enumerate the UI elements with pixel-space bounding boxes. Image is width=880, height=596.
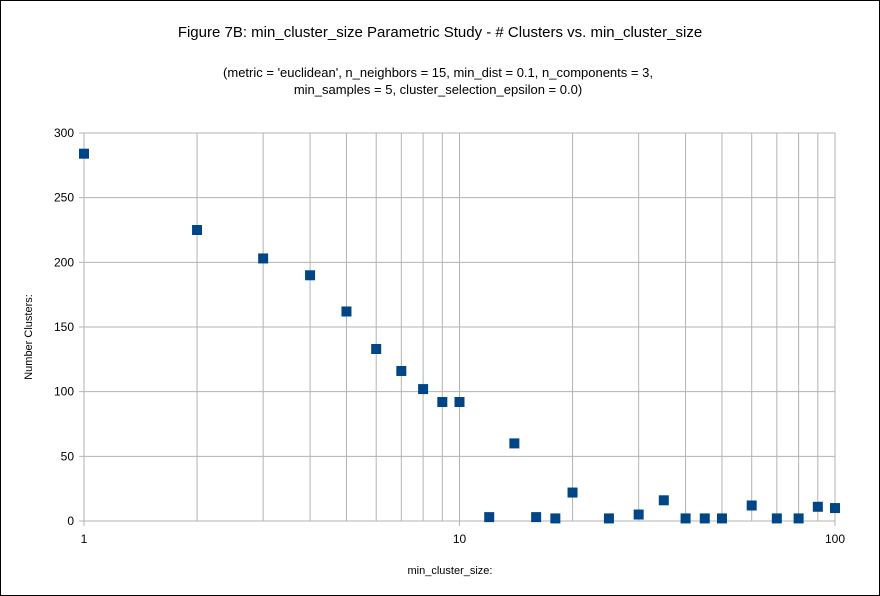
data-point	[79, 148, 89, 159]
y-tick-label: 150	[54, 320, 74, 334]
data-point	[509, 438, 520, 449]
data-point	[812, 501, 823, 512]
data-point	[484, 512, 495, 523]
data-series	[79, 148, 840, 524]
data-point	[716, 513, 727, 524]
data-point	[680, 513, 691, 524]
data-point	[437, 397, 448, 408]
data-point	[603, 513, 614, 524]
data-point	[830, 503, 840, 514]
data-point	[192, 225, 203, 235]
data-point	[305, 270, 316, 281]
x-axis-ticks: 1 10 100	[81, 521, 845, 546]
x-tick-label: 1	[81, 532, 88, 546]
data-point	[746, 500, 757, 511]
y-tick-label: 300	[54, 126, 74, 140]
data-point	[371, 343, 382, 354]
data-point	[633, 509, 644, 520]
data-point	[454, 397, 465, 408]
y-axis-ticks: 0 50 100 150 200 250 300	[54, 126, 84, 528]
data-point	[550, 513, 561, 524]
y-tick-label: 50	[61, 449, 75, 463]
data-point	[418, 384, 429, 395]
y-tick-label: 250	[54, 191, 74, 205]
data-point	[771, 513, 782, 524]
y-tick-label: 0	[67, 514, 74, 528]
data-point	[396, 365, 407, 376]
x-axis-label: min_cluster_size:	[408, 565, 493, 577]
data-point	[567, 487, 578, 498]
data-point	[341, 306, 352, 317]
data-point	[699, 513, 710, 524]
x-tick-label: 10	[453, 532, 467, 546]
data-point	[793, 513, 804, 524]
y-tick-label: 100	[54, 385, 74, 399]
data-point	[658, 495, 669, 506]
grid-lines	[83, 132, 836, 522]
chart-subtitle-line-2: min_samples = 5, cluster_selection_epsil…	[294, 82, 582, 97]
chart-subtitle-line-1: (metric = 'euclidean', n_neighbors = 15,…	[223, 65, 653, 80]
y-tick-label: 200	[54, 255, 74, 269]
data-point	[258, 253, 269, 264]
chart-title: Figure 7B: min_cluster_size Parametric S…	[178, 24, 702, 41]
y-axis-label: Number Clusters:	[23, 294, 35, 380]
x-tick-label: 100	[825, 532, 845, 546]
data-point	[531, 512, 542, 523]
